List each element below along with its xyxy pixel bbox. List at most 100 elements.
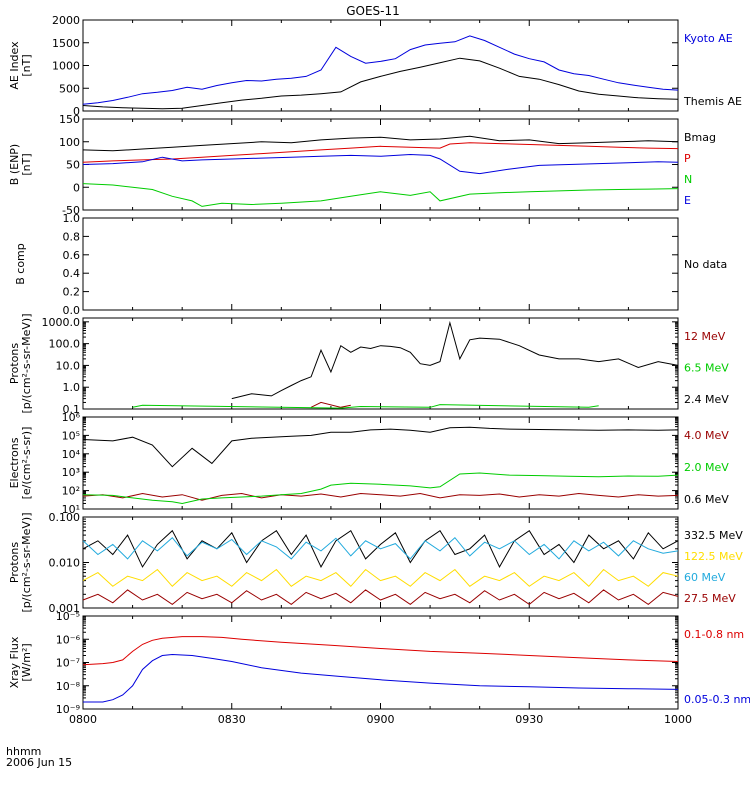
y-tick-label: 0.8 — [63, 230, 81, 243]
y-tick-label: 10¹ — [62, 503, 80, 516]
y-tick-label: 100 — [59, 136, 80, 149]
y-axis-unit: [nT] — [20, 54, 33, 76]
y-tick-label: 1000 — [52, 60, 80, 73]
y-tick-label: 10⁻⁷ — [56, 657, 80, 670]
y-axis-label: B (ENP) — [8, 144, 21, 185]
legend-entry: 0.1-0.8 nm — [684, 628, 744, 641]
y-axis-unit: [p/(cm²-s-sr-MeV)] — [20, 513, 33, 613]
legend-no-data: No data — [684, 258, 727, 271]
series-line-2 — [82, 536, 679, 560]
y-tick-label: 0.1 — [63, 403, 81, 416]
panel-frame — [82, 615, 679, 710]
y-tick-label: 0 — [73, 105, 80, 118]
legend-entry: E — [684, 194, 691, 207]
series-line-0 — [82, 35, 679, 105]
y-axis-label: Xray Flux — [8, 636, 21, 688]
chart-title: GOES-11 — [346, 4, 400, 18]
y-tick-label: 1000.0 — [42, 316, 81, 329]
panel-bcomp: 0.0 0.2 0.4 0.6 0.8 1.0 B comp No data — [14, 212, 727, 317]
y-tick-label: 0.6 — [63, 249, 81, 262]
legend-entry: 332.5 MeV — [684, 529, 743, 542]
y-tick-label: 0.2 — [63, 286, 81, 299]
y-tick-label: 0.001 — [49, 602, 81, 615]
legend-entry: 122.5 MeV — [684, 550, 743, 563]
y-axis-unit: [p/(cm²-s-sr-MeV)] — [20, 314, 33, 414]
legend-entry: 27.5 MeV — [684, 592, 736, 605]
y-axis-label: B comp — [14, 243, 27, 285]
y-tick-label: 10⁻⁹ — [56, 703, 80, 716]
y-tick-label: 10⁵ — [62, 429, 80, 442]
legend-entry: 2.4 MeV — [684, 393, 729, 406]
series-line-1 — [82, 57, 679, 110]
panel-xray: 10⁻⁹ 10⁻⁸ 10⁻⁷ 10⁻⁶ 10⁻⁵ Xray Flux [W/m²] 0.1-0… — [8, 610, 750, 726]
y-tick-label: -50 — [62, 204, 80, 217]
legend-entry: 0.05-0.3 nm — [684, 693, 750, 706]
y-tick-label: 10.0 — [56, 359, 81, 372]
y-axis-label: Electrons — [8, 437, 21, 488]
legend-entry: 4.0 MeV — [684, 429, 729, 442]
y-axis-unit: [e/(cm²-s-sr)] — [20, 427, 33, 500]
y-tick-label: 500 — [59, 82, 80, 95]
time-axis-label: hhmm — [6, 745, 41, 758]
y-tick-label: 10² — [62, 485, 80, 498]
date-label: 2006 Jun 15 — [6, 756, 72, 769]
legend-entry: 0.6 MeV — [684, 493, 729, 506]
legend-entry: 12 MeV — [684, 330, 726, 343]
panel-electrons: 10¹ 10² 10³ 10⁴ 10⁵ 10⁶ Electrons [e/(cm²-s-sr)… — [8, 411, 729, 516]
y-tick-label: 10⁶ — [62, 411, 81, 424]
panel-frame — [82, 19, 679, 112]
legend-entry: Bmag — [684, 131, 716, 144]
series-line-0 — [82, 492, 679, 501]
y-axis-label: Protons — [8, 343, 21, 384]
series-line-0 — [310, 401, 351, 408]
legend-entry: P — [684, 152, 691, 165]
y-axis-unit: [nT] — [20, 153, 33, 175]
y-axis-unit: [W/m²] — [20, 643, 33, 681]
legend-entry: Kyoto AE — [684, 32, 733, 45]
y-tick-label: 10⁻⁸ — [56, 680, 81, 693]
y-tick-label: 0.0 — [63, 304, 81, 317]
panel-frame — [82, 317, 679, 410]
series-line-1 — [82, 142, 679, 163]
y-tick-label: 1.0 — [63, 212, 81, 225]
series-line-2 — [82, 183, 679, 207]
y-axis-label: AE Index — [8, 41, 21, 90]
y-tick-label: 10⁴ — [62, 448, 81, 461]
legend-entry: 2.0 MeV — [684, 461, 729, 474]
panel-frame — [82, 217, 679, 311]
x-tick-label: 0800 — [69, 713, 97, 726]
series-line-0 — [82, 636, 679, 666]
y-tick-label: 10⁻⁶ — [56, 633, 81, 646]
x-tick-label: 0830 — [218, 713, 246, 726]
y-axis-label: Protons — [8, 542, 21, 583]
series-line-3 — [82, 589, 679, 606]
series-line-1 — [82, 568, 679, 588]
y-tick-label: 0.100 — [49, 511, 81, 524]
panel-hiprotons: 0.001 0.010 0.100 Protons [p/(cm²-s-sr-MeV)]… — [8, 511, 743, 615]
x-tick-label: 0930 — [515, 713, 543, 726]
x-tick-label: 0900 — [367, 713, 395, 726]
y-tick-label: 1.0 — [63, 381, 81, 394]
panel-ae: 0 500 1000 1500 2000 AE Index [nT] Kyoto AE Them… — [8, 14, 742, 118]
legend-entry: N — [684, 173, 692, 186]
panel-bfield: -50 0 50 100 150 B (ENP) [nT] Bmag PNE — [8, 113, 716, 217]
x-tick-label: 1000 — [664, 713, 692, 726]
y-tick-label: 2000 — [52, 14, 80, 27]
y-tick-label: 50 — [66, 159, 80, 172]
legend-entry: 6.5 MeV — [684, 362, 729, 375]
y-tick-label: 0.4 — [63, 267, 81, 280]
series-line-1 — [83, 653, 679, 703]
legend-entry: Themis AE — [683, 95, 742, 108]
y-tick-label: 1500 — [52, 37, 80, 50]
y-tick-label: 10⁻⁵ — [56, 610, 80, 623]
series-line-3 — [82, 153, 679, 175]
series-line-2 — [82, 426, 679, 468]
y-tick-label: 0 — [73, 181, 80, 194]
y-tick-label: 100.0 — [49, 338, 81, 351]
y-tick-label: 0.010 — [49, 557, 81, 570]
y-tick-label: 10³ — [62, 466, 80, 479]
series-line-1 — [132, 404, 599, 409]
series-line-0 — [82, 135, 679, 152]
